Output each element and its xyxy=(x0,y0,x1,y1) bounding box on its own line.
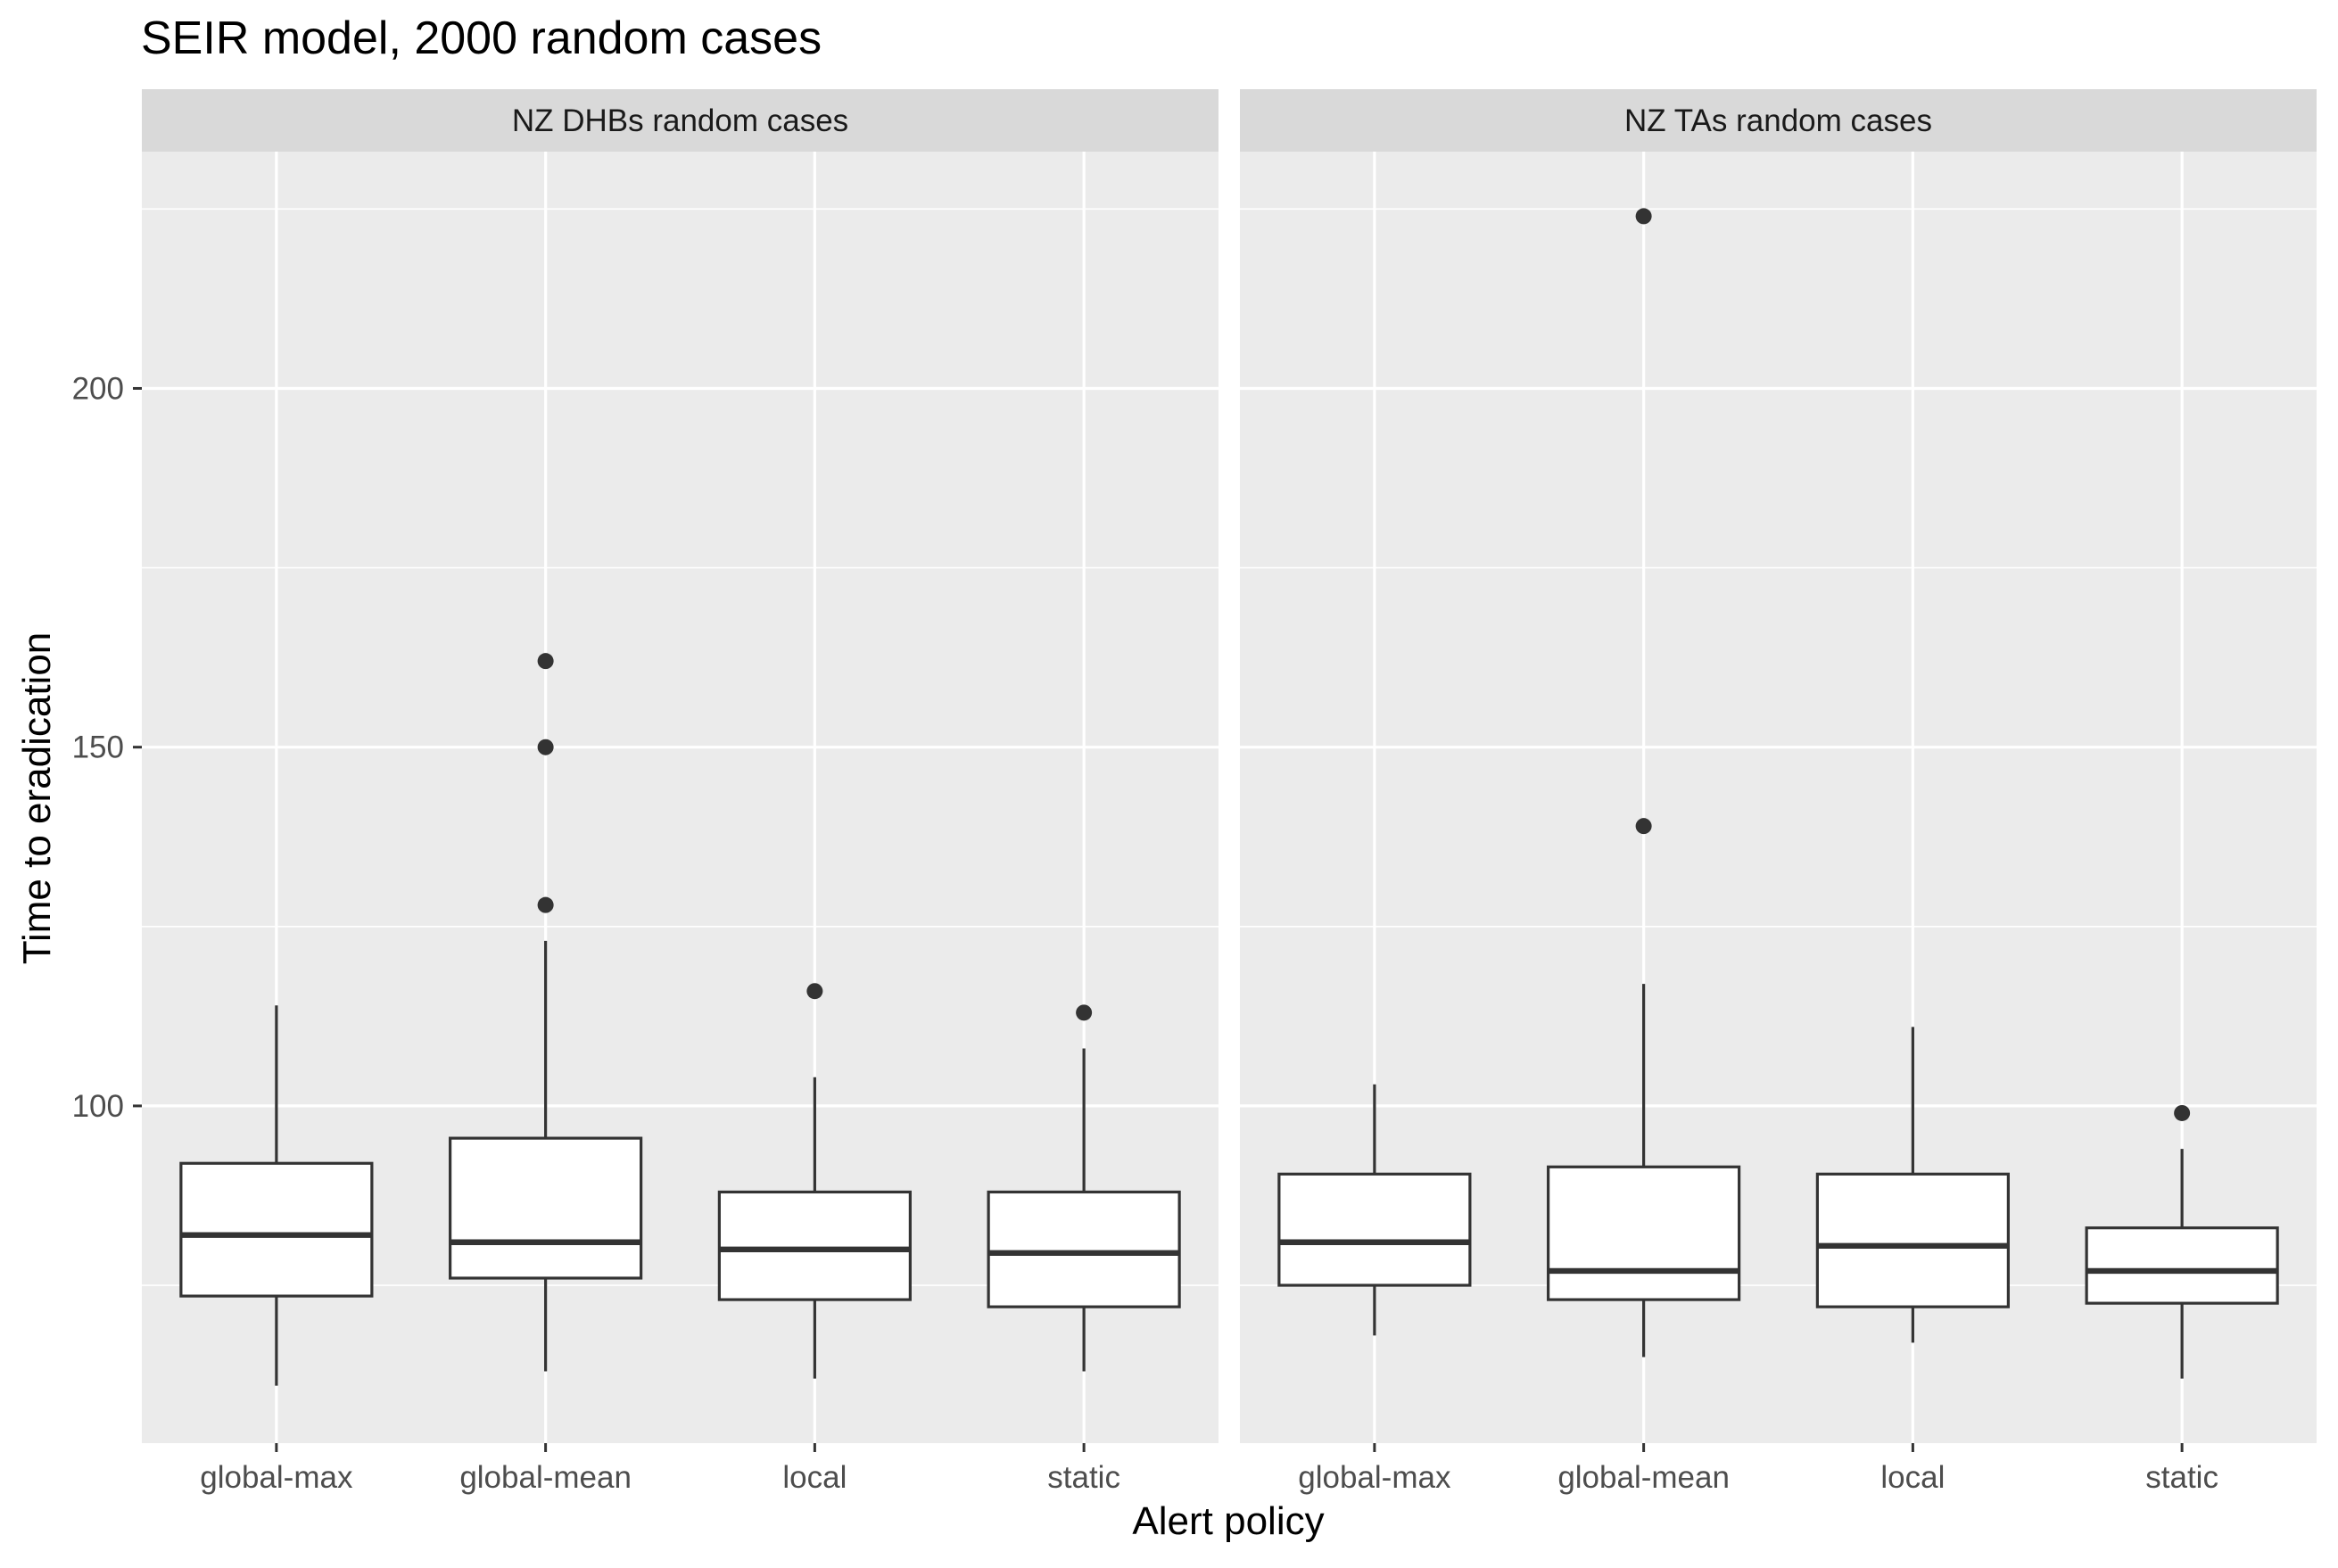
outlier-point xyxy=(537,653,554,670)
box-global-max xyxy=(1277,1084,1472,1336)
facet-label: NZ TAs random cases xyxy=(1624,103,1932,138)
iqr-box xyxy=(987,1190,1181,1308)
x-tick-label: static xyxy=(1047,1460,1120,1495)
outlier-point xyxy=(537,739,554,755)
facet-strip xyxy=(1240,89,2317,152)
iqr-box xyxy=(2085,1226,2279,1305)
box-local xyxy=(717,983,912,1379)
iqr-box xyxy=(179,1161,374,1298)
box-static xyxy=(2085,1104,2279,1379)
y-axis: 100 150 200 xyxy=(72,371,142,1124)
x-tick-label: global-max xyxy=(1298,1460,1451,1495)
x-tick-label: local xyxy=(782,1460,847,1495)
outlier-point xyxy=(537,896,554,913)
x-tick-label: global-mean xyxy=(1557,1460,1730,1495)
box-global-mean xyxy=(1547,208,1741,1358)
box-local xyxy=(1815,1027,2010,1343)
iqr-box xyxy=(1547,1165,1741,1301)
x-tick-label: global-mean xyxy=(459,1460,632,1495)
box-static xyxy=(987,1004,1181,1372)
facet-label: NZ DHBs random cases xyxy=(512,103,848,138)
panel-2: NZ TAs random cases global-max global-mean… xyxy=(1240,89,2317,1495)
outlier-point xyxy=(1076,1004,1093,1021)
outlier-point xyxy=(2174,1104,2191,1121)
outlier-point xyxy=(1635,818,1652,835)
box-global-max xyxy=(179,1005,374,1386)
y-tick-label: 200 xyxy=(72,371,124,406)
iqr-box xyxy=(1815,1172,2010,1308)
outlier-point xyxy=(1635,208,1652,225)
iqr-box xyxy=(1277,1172,1472,1287)
x-tick-label: global-max xyxy=(200,1460,353,1495)
iqr-box xyxy=(449,1136,643,1280)
y-tick-label: 150 xyxy=(72,730,124,765)
y-axis-title: Time to eradication xyxy=(15,632,59,965)
chart-title: SEIR model, 2000 random cases xyxy=(141,12,822,64)
panel-1: NZ DHBs random cases global-max global-mea… xyxy=(142,89,1219,1495)
x-tick-label: static xyxy=(2145,1460,2218,1495)
outlier-point xyxy=(806,983,823,1000)
iqr-box xyxy=(717,1190,912,1301)
facet-strip xyxy=(142,89,1219,152)
x-axis-title: Alert policy xyxy=(1132,1499,1324,1543)
x-tick-label: local xyxy=(1880,1460,1945,1495)
panels: NZ DHBs random cases global-max global-mea… xyxy=(142,89,2317,1495)
box-global-mean xyxy=(449,653,643,1372)
y-tick-label: 100 xyxy=(72,1089,124,1124)
